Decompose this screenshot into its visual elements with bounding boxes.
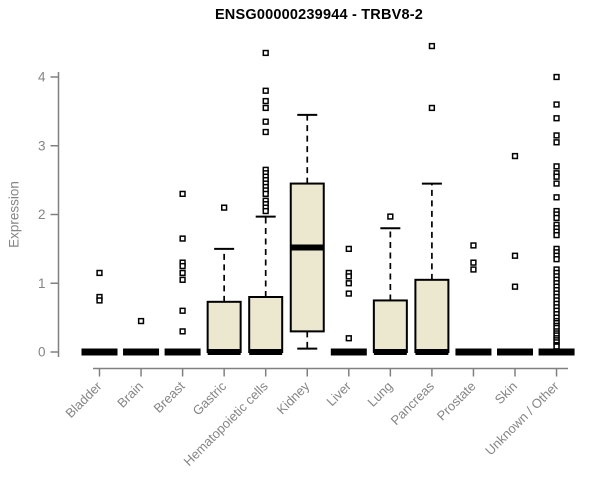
outlier-point <box>511 283 519 290</box>
median-line <box>207 349 241 355</box>
box-iqr <box>372 299 408 353</box>
chart-title: ENSG00000239944 - TRBV8-2 <box>214 7 424 23</box>
outlier-point <box>553 115 560 122</box>
box-group-liver <box>330 245 367 356</box>
median-line <box>497 348 533 356</box>
outlier-point <box>553 101 560 108</box>
x-category-label: Lung <box>364 379 395 410</box>
outlier-point <box>262 128 269 136</box>
median-line <box>330 348 367 356</box>
y-tick-label: 0 <box>38 345 46 360</box>
median-line <box>373 349 407 355</box>
box-group-gastric <box>206 204 242 355</box>
outlier-point <box>262 87 269 94</box>
x-category-label: Bladder <box>62 378 105 421</box>
outlier-point <box>262 49 269 57</box>
x-category-label: Liver <box>323 378 354 409</box>
box-group-bladder <box>81 269 118 356</box>
median-line <box>415 349 449 355</box>
outlier-point <box>553 73 560 81</box>
x-category-label: Prostate <box>434 379 479 424</box>
outlier-point <box>179 235 186 242</box>
box-iqr <box>414 278 450 353</box>
outlier-point <box>511 252 519 259</box>
outlier-point <box>553 214 560 222</box>
y-tick-label: 1 <box>38 276 46 291</box>
outlier-point <box>553 132 560 139</box>
outlier-point <box>179 328 186 335</box>
x-category-label: Brain <box>114 379 146 411</box>
box-iqr <box>289 182 325 333</box>
box-group-breast <box>164 190 201 356</box>
box-group-pancreas <box>414 42 450 355</box>
x-category-label: Unknown / Other <box>482 378 562 458</box>
median-line <box>538 348 575 356</box>
outlier-point <box>179 307 186 314</box>
box-group-brain <box>123 317 160 356</box>
median-line <box>81 348 118 356</box>
outlier-point <box>345 280 352 287</box>
outlier-point <box>553 139 560 146</box>
outlier-point <box>262 97 269 105</box>
outlier-point <box>345 245 352 253</box>
outlier-point <box>553 231 560 239</box>
outlier-point <box>262 104 269 112</box>
outlier-point <box>179 190 186 198</box>
x-category-label: Pancreas <box>388 378 438 428</box>
x-category-label: Gastric <box>190 378 230 418</box>
outlier-point <box>137 317 145 325</box>
outlier-point <box>470 266 477 273</box>
box-iqr <box>206 300 242 353</box>
y-tick-label: 4 <box>38 70 46 85</box>
outlier-point <box>553 343 560 350</box>
box-iqr <box>248 296 284 353</box>
outlier-point <box>387 213 394 220</box>
outlier-point <box>179 269 186 277</box>
outlier-point <box>428 42 436 50</box>
box-group-skin <box>497 152 533 356</box>
median-line <box>164 348 201 356</box>
outlier-point <box>345 335 352 342</box>
outlier-point <box>553 163 560 170</box>
outlier-point <box>345 290 352 297</box>
y-tick-label: 3 <box>38 138 46 153</box>
median-line <box>455 348 492 356</box>
outlier-point <box>470 259 477 266</box>
x-category-label: Kidney <box>274 378 313 417</box>
outlier-point <box>553 173 560 180</box>
median-line <box>249 349 283 355</box>
box-group-kidney <box>289 113 325 350</box>
outlier-point <box>96 269 103 277</box>
outlier-point <box>179 276 186 283</box>
y-axis: 0 1 2 3 4 <box>38 70 60 360</box>
box-group-hematopoietic-cells <box>248 49 284 355</box>
x-category-label: Skin <box>492 379 520 407</box>
outlier-point <box>221 204 228 211</box>
outlier-point <box>553 180 560 187</box>
outlier-point <box>511 152 519 160</box>
outlier-point <box>262 190 269 198</box>
box-group-lung <box>372 213 408 355</box>
median-line <box>123 348 160 356</box>
median-line <box>290 244 324 251</box>
outlier-point <box>553 194 560 201</box>
box-group-prostate <box>455 242 492 356</box>
outlier-point <box>262 207 269 215</box>
outlier-point <box>345 273 352 280</box>
outlier-point <box>428 104 436 112</box>
y-tick-label: 2 <box>38 207 46 222</box>
x-category-label: Breast <box>151 378 188 415</box>
outlier-point <box>96 297 103 304</box>
outlier-point <box>553 256 560 263</box>
outlier-point <box>179 262 186 270</box>
box-group-unknown-other <box>538 73 575 356</box>
outlier-point <box>262 118 269 125</box>
outlier-point <box>470 242 477 249</box>
